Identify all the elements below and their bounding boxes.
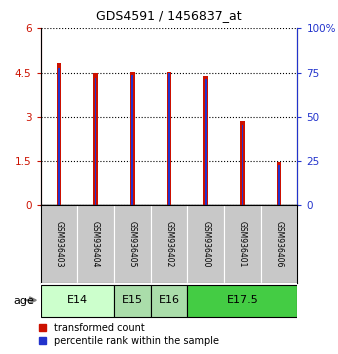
Bar xyxy=(93,73,98,205)
Text: GSM936405: GSM936405 xyxy=(128,221,137,268)
Bar xyxy=(278,165,280,205)
Bar xyxy=(203,76,208,205)
Text: GSM936406: GSM936406 xyxy=(274,221,284,268)
Bar xyxy=(151,285,187,317)
Bar xyxy=(41,205,77,283)
Bar xyxy=(224,205,261,283)
Bar xyxy=(277,162,281,205)
Text: E15: E15 xyxy=(122,295,143,305)
Bar xyxy=(168,73,170,205)
Bar xyxy=(205,79,207,205)
Legend: transformed count, percentile rank within the sample: transformed count, percentile rank withi… xyxy=(39,323,219,346)
Bar xyxy=(57,63,61,205)
Bar xyxy=(261,205,297,283)
Text: GSM936402: GSM936402 xyxy=(165,221,173,268)
Text: GDS4591 / 1456837_at: GDS4591 / 1456837_at xyxy=(96,9,242,22)
Text: E16: E16 xyxy=(159,295,179,305)
Text: E17.5: E17.5 xyxy=(226,295,258,305)
Text: E14: E14 xyxy=(67,295,88,305)
Bar xyxy=(114,285,151,317)
Bar xyxy=(151,205,187,283)
Bar xyxy=(242,125,243,205)
Bar xyxy=(114,205,151,283)
Text: age: age xyxy=(13,296,34,306)
Bar xyxy=(95,78,96,205)
Text: GSM936404: GSM936404 xyxy=(91,221,100,268)
Text: GSM936401: GSM936401 xyxy=(238,221,247,268)
Bar xyxy=(77,205,114,283)
Bar xyxy=(41,285,114,317)
Text: GSM936403: GSM936403 xyxy=(54,221,64,268)
Bar xyxy=(131,75,133,205)
Bar xyxy=(187,205,224,283)
Bar xyxy=(130,72,135,205)
Bar xyxy=(187,285,297,317)
Text: GSM936400: GSM936400 xyxy=(201,221,210,268)
Bar xyxy=(240,121,245,205)
Bar xyxy=(58,68,60,205)
Bar xyxy=(167,72,171,205)
